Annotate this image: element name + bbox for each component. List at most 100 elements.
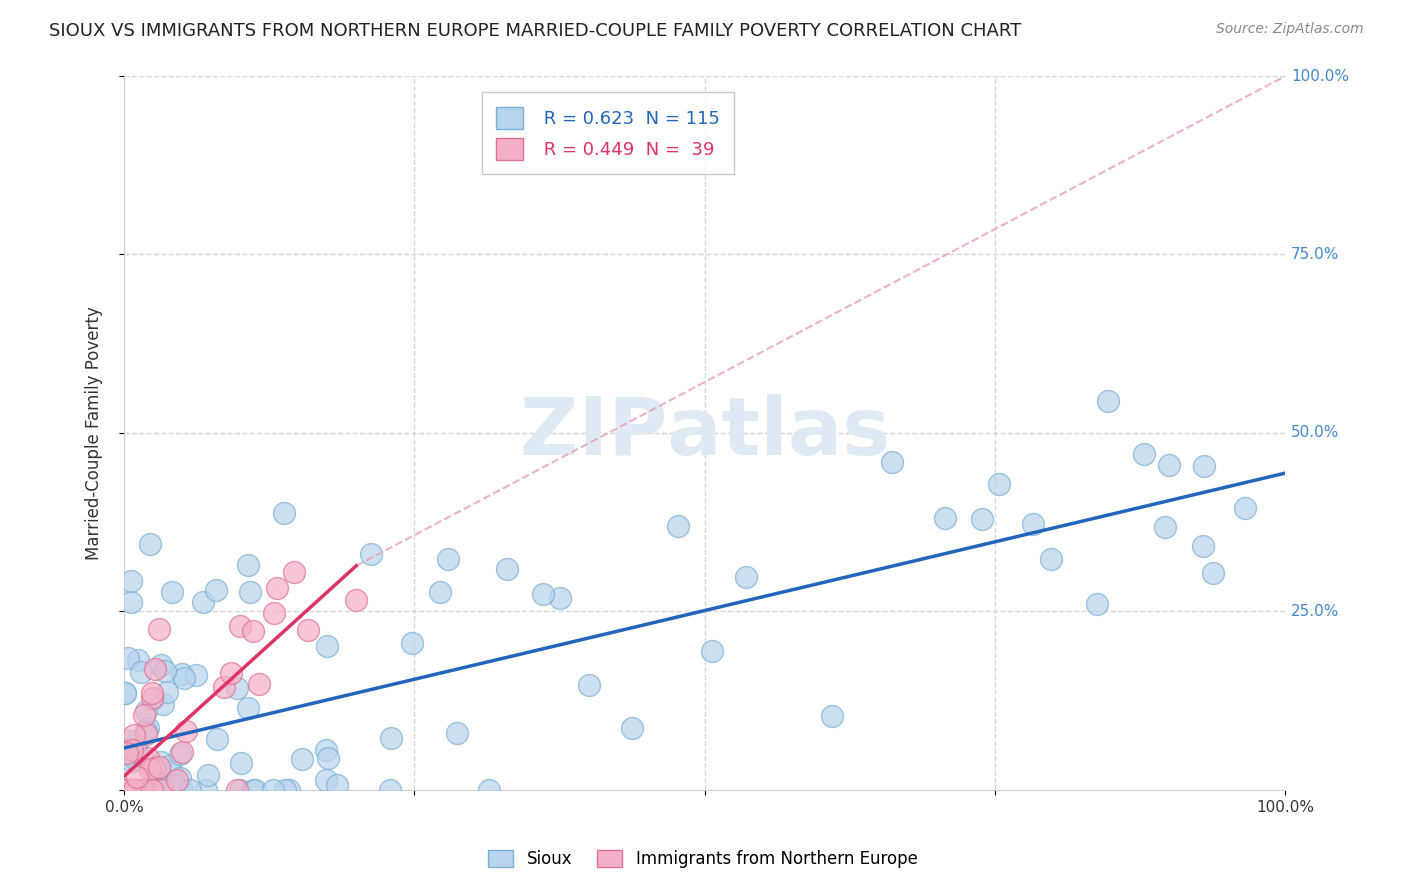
- Point: [121, 743, 143, 757]
- Point: [236, 701, 259, 715]
- Point: [160, 765, 183, 780]
- Point: [148, 760, 170, 774]
- Point: [170, 746, 193, 760]
- Point: [157, 782, 180, 797]
- Point: [242, 782, 264, 797]
- Point: [987, 476, 1010, 491]
- Point: [212, 681, 235, 695]
- Point: [378, 782, 401, 797]
- Point: [1087, 597, 1109, 611]
- Point: [120, 782, 142, 797]
- Point: [1192, 459, 1215, 474]
- Point: [146, 782, 169, 797]
- Point: [152, 782, 174, 797]
- Point: [156, 684, 179, 698]
- Point: [274, 782, 297, 797]
- Point: [197, 768, 219, 782]
- Point: [129, 782, 152, 797]
- Point: [1233, 501, 1256, 516]
- Point: [242, 624, 264, 639]
- Point: [173, 671, 195, 685]
- Point: [263, 606, 285, 620]
- Point: [136, 751, 159, 765]
- Text: Source: ZipAtlas.com: Source: ZipAtlas.com: [1216, 22, 1364, 37]
- Point: [531, 587, 554, 601]
- Point: [134, 782, 156, 797]
- Point: [360, 547, 382, 561]
- Point: [150, 782, 173, 797]
- Point: [120, 782, 142, 797]
- Point: [117, 782, 139, 797]
- Point: [344, 592, 367, 607]
- Point: [446, 726, 468, 740]
- Point: [117, 782, 139, 797]
- Point: [429, 585, 451, 599]
- Point: [315, 772, 337, 787]
- Point: [205, 732, 228, 747]
- Point: [136, 721, 159, 735]
- Point: [122, 728, 145, 742]
- Point: [226, 681, 249, 695]
- Point: [291, 751, 314, 765]
- Point: [734, 570, 756, 584]
- Point: [132, 707, 155, 722]
- Point: [141, 685, 163, 699]
- Point: [1039, 551, 1062, 566]
- Point: [127, 770, 149, 784]
- Point: [548, 591, 571, 606]
- Y-axis label: Married-Couple Family Poverty: Married-Couple Family Poverty: [86, 306, 103, 560]
- Point: [401, 636, 423, 650]
- Point: [121, 782, 143, 797]
- Point: [114, 686, 136, 700]
- Point: [169, 772, 191, 786]
- Point: [142, 782, 165, 797]
- Point: [127, 745, 149, 759]
- Point: [578, 678, 600, 692]
- Point: [174, 724, 197, 739]
- Point: [1133, 447, 1156, 461]
- Point: [283, 566, 305, 580]
- Point: [326, 778, 349, 792]
- Point: [121, 754, 143, 768]
- Point: [1202, 566, 1225, 580]
- Text: 100.0%: 100.0%: [1291, 69, 1350, 84]
- Point: [145, 761, 167, 775]
- Point: [179, 782, 201, 797]
- Point: [124, 782, 146, 797]
- Point: [148, 782, 170, 797]
- Point: [277, 782, 299, 797]
- Point: [316, 639, 339, 653]
- Point: [159, 782, 181, 797]
- Point: [821, 708, 844, 723]
- Point: [129, 665, 152, 679]
- Point: [135, 704, 157, 718]
- Point: [153, 664, 176, 678]
- Point: [136, 782, 159, 797]
- Point: [620, 722, 643, 736]
- Point: [437, 552, 460, 566]
- Point: [191, 595, 214, 609]
- Point: [496, 562, 519, 576]
- Point: [170, 782, 193, 797]
- Point: [245, 782, 267, 797]
- Point: [247, 677, 270, 691]
- Point: [117, 782, 139, 797]
- Point: [148, 622, 170, 636]
- Point: [273, 507, 295, 521]
- Point: [972, 512, 994, 526]
- Point: [236, 558, 259, 572]
- Point: [143, 761, 166, 775]
- Point: [229, 782, 252, 797]
- Point: [115, 747, 138, 761]
- Text: 75.0%: 75.0%: [1291, 247, 1340, 262]
- Point: [142, 782, 165, 797]
- Point: [114, 782, 136, 797]
- Point: [262, 782, 284, 797]
- Point: [120, 782, 142, 797]
- Point: [135, 782, 157, 797]
- Point: [117, 651, 139, 665]
- Point: [1022, 517, 1045, 532]
- Point: [1191, 539, 1213, 553]
- Point: [129, 782, 152, 797]
- Point: [118, 782, 141, 797]
